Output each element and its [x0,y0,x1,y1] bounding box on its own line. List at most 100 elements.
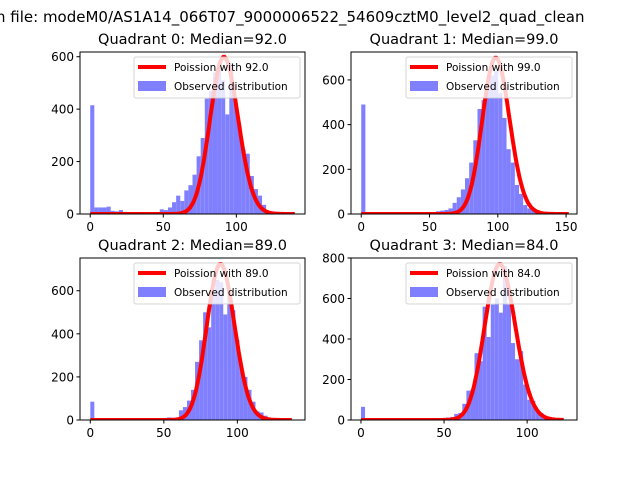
histogram-bar [481,100,486,214]
subplot-title: Quadrant 1: Median=99.0 [370,32,559,48]
x-tick-label: 0 [357,426,365,440]
histogram-bar [203,312,208,420]
histogram-bar [207,327,212,420]
histogram-bar [523,205,528,214]
histogram-bar [460,189,466,214]
histogram-bar [172,202,177,214]
legend: Poission with 92.0 Observed distribution [133,56,301,99]
y-tick-label: 400 [51,327,74,341]
legend-bar-swatch [410,81,438,91]
histogram-bar [217,67,222,214]
histogram-bar [506,304,511,420]
histogram-bar [212,72,218,214]
subplot-title: Quadrant 0: Median=92.0 [98,32,287,48]
histogram-bar [448,208,453,214]
legend-label-poisson: Poission with 89.0 [174,268,269,280]
poisson-curve [89,262,293,420]
histogram-bar [94,207,99,214]
legend: Poission with 84.0 Observed distribution [405,262,573,305]
legend-bar-swatch [138,287,166,297]
figure-suptitle: n file: modeM0/AS1A14_066T07_9000006522_… [0,8,585,27]
axes-frame [350,51,578,215]
y-tick-label: 600 [51,284,74,298]
x-tick-label: 0 [86,426,94,440]
histogram-bar [527,399,532,420]
histogram-bar [498,312,503,420]
histogram-bar [239,366,244,420]
histogram-bar [231,310,236,420]
histogram-bar [527,208,532,214]
histogram-bar [531,210,536,214]
subplot-quadrant-3: 0 50 100 0 200 400 600 800 Quadrant 3: Median=84… [322,238,578,440]
histogram-bar [235,340,240,420]
legend-box [405,262,573,305]
y-tick-label: 400 [322,333,345,347]
histogram-bar [473,140,478,214]
x-tick-label: 0 [357,220,365,234]
histogram-bar [490,304,495,420]
histogram-bar [360,406,366,420]
y-tick-label: 0 [337,208,345,222]
histogram-bar [494,70,499,214]
y-tick-label: 200 [51,155,74,169]
histogram-bar [221,80,226,214]
legend-label-observed: Observed distribution [174,81,288,93]
histogram-bar [478,361,483,420]
legend-bar-swatch [410,287,438,297]
histogram-bar [188,185,193,214]
histogram-bar [243,376,248,420]
plot-area [360,262,564,420]
legend-label-observed: Observed distribution [174,287,288,299]
poisson-curve [89,54,296,214]
histogram-bar [233,101,238,214]
histogram-bar [90,401,95,420]
subplot-quadrant-1: 0 50 100 150 0 200 400 600 Quadrant 1: Median=99… [322,32,577,234]
histogram-bar [204,98,209,214]
histogram-bar [184,190,189,214]
y-tick-label: 600 [322,292,345,306]
plot-area [89,54,296,214]
x-tick-label: 50 [436,426,451,440]
y-tick-label: 0 [66,414,74,428]
histogram-bar [470,389,475,420]
plot-area [89,262,293,420]
histogram-bar [506,149,511,214]
histogram-bar [486,336,491,420]
axes-frame [79,51,306,215]
subplot-quadrant-0: 0 50 100 0 200 400 600 Quadrant 0: Median=92.0 P… [51,32,306,234]
y-tick-label: 400 [322,118,345,132]
histogram-bar [102,207,107,214]
histogram-bar [482,306,487,420]
histogram-bar [208,90,213,214]
x-tick-label: 50 [422,220,437,234]
histogram-bar [199,340,204,420]
y-tick-label: 200 [322,163,345,177]
histogram-bar [227,295,232,420]
y-tick-label: 600 [322,73,345,87]
histogram-bar [237,126,242,214]
legend-box [405,56,573,99]
subplot-title: Quadrant 3: Median=84.0 [370,238,559,254]
histogram-bar [477,108,482,214]
legend-bar-swatch [138,81,166,91]
histogram-bar [510,343,516,420]
x-tick-label: 100 [486,220,509,234]
legend-label-poisson: Poission with 99.0 [446,62,541,74]
histogram-bar [106,206,111,214]
x-tick-label: 50 [156,426,171,440]
x-tick-label: 100 [225,220,248,234]
histogram-bar [519,351,524,420]
histogram-bar [510,162,515,214]
histogram-bar [485,88,490,214]
histogram-bar [531,400,536,420]
y-tick-label: 800 [322,252,345,266]
histogram-bar [514,184,519,214]
legend: Poission with 89.0 Observed distribution [133,262,301,305]
y-tick-label: 200 [322,373,345,387]
legend-box [133,56,301,99]
x-tick-label: 100 [226,426,249,440]
histogram-bar [494,298,499,420]
histogram-bar [535,410,540,420]
histogram-bar [159,209,164,214]
histogram-bar [498,93,503,214]
